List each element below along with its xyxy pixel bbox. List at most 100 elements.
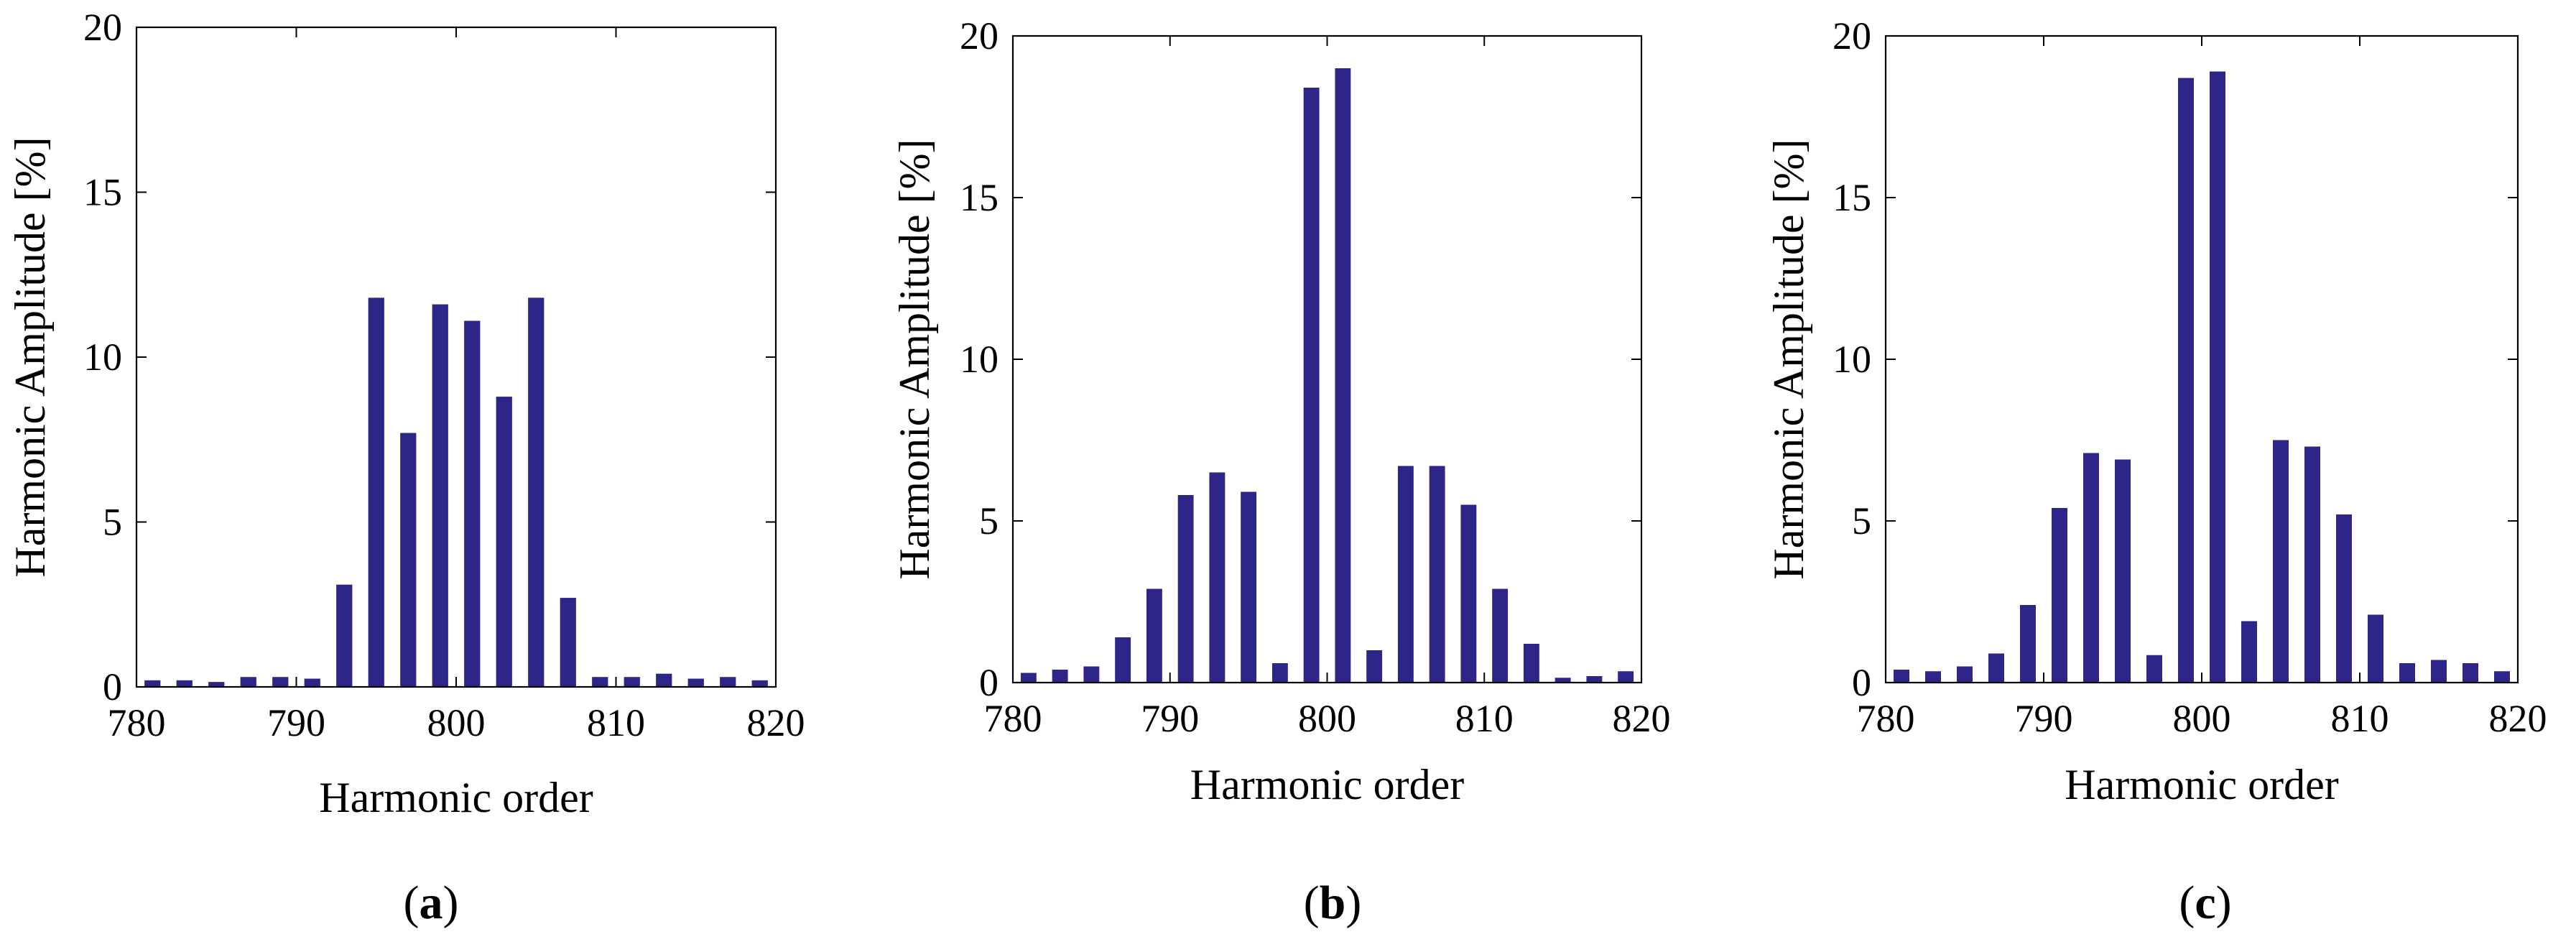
- bar-783: [1925, 671, 1941, 683]
- bar-787: [1988, 653, 2004, 683]
- bar-795: [2115, 459, 2131, 683]
- plot-frame: [1011, 34, 1643, 684]
- bar-785: [208, 682, 225, 687]
- bar-819: [2494, 671, 2510, 683]
- bar-787: [1115, 637, 1131, 683]
- caption-letter: b: [1320, 877, 1346, 929]
- bar-803: [496, 397, 512, 687]
- bar-811: [624, 677, 640, 687]
- bar-809: [1460, 504, 1477, 683]
- bar-781: [1894, 670, 1909, 683]
- y-axis-label: Harmonic Amplitude [%]: [891, 139, 938, 579]
- caption-letter: a: [420, 877, 443, 929]
- bar-813: [2399, 663, 2415, 683]
- x-tick-label: 810: [587, 701, 645, 744]
- panel-caption: (c): [2179, 877, 2231, 929]
- bar-789: [2020, 605, 2036, 683]
- x-tick-label: 790: [1141, 697, 1199, 740]
- chart-panel-b: 780 790 800 810 820 0 5 10 15 20 Harmonic order Har…: [891, 14, 1671, 929]
- panel-caption: (a): [404, 877, 459, 929]
- y-tick-label: 15: [960, 176, 999, 219]
- bar-789: [1146, 588, 1162, 683]
- bar-797: [400, 433, 417, 687]
- caption-close-paren: ): [443, 877, 459, 929]
- bar-811: [1492, 588, 1509, 683]
- y-tick-label: 0: [979, 661, 999, 704]
- x-tick-label: 810: [2331, 697, 2389, 740]
- x-tick-label: 800: [2173, 697, 2231, 740]
- caption-close-paren: ): [1345, 877, 1361, 929]
- bar-819: [751, 680, 768, 687]
- bar-791: [304, 678, 320, 687]
- y-tick-label: 20: [1833, 14, 1871, 57]
- caption-open-paren: (: [2179, 877, 2195, 929]
- bar-795: [1241, 491, 1257, 683]
- bar-799: [2178, 78, 2194, 683]
- x-tick-label: 780: [1857, 697, 1915, 740]
- bar-793: [2083, 453, 2099, 683]
- chart-panel-c: 780 790 800 810 820 0 5 10 15 20 Harmonic order Har…: [1765, 14, 2547, 929]
- y-axis-label: Harmonic Amplitude [%]: [1765, 139, 1812, 579]
- bar-793: [336, 584, 353, 687]
- bar-801: [2210, 71, 2225, 683]
- y-tick-label: 10: [1833, 338, 1871, 381]
- y-tick-label: 15: [83, 171, 122, 214]
- bar-809: [592, 677, 608, 687]
- bar-787: [240, 677, 256, 687]
- bar-791: [2052, 508, 2067, 683]
- bar-791: [1177, 495, 1194, 683]
- bar-813: [1523, 644, 1539, 683]
- y-tick-label: 15: [1833, 176, 1871, 219]
- bar-783: [176, 680, 193, 687]
- bar-795: [368, 297, 384, 687]
- caption-letter: c: [2195, 877, 2215, 929]
- y-axis-label: Harmonic Amplitude [%]: [6, 137, 54, 577]
- x-tick-label: 800: [1298, 697, 1356, 740]
- x-axis-label: Harmonic order: [1190, 761, 1465, 808]
- bar-789: [272, 677, 289, 687]
- bar-781: [144, 680, 161, 687]
- bar-785: [1957, 666, 1973, 683]
- bar-809: [2336, 514, 2352, 683]
- bar-817: [2463, 663, 2478, 683]
- y-tick-label: 10: [83, 336, 122, 379]
- y-tick-label: 20: [83, 6, 122, 49]
- bar-819: [1618, 671, 1634, 683]
- bar-781: [1020, 673, 1037, 683]
- y-tick-label: 5: [1852, 499, 1871, 542]
- y-tick-label: 5: [979, 499, 999, 542]
- bar-785: [1083, 666, 1100, 683]
- x-tick-label: 780: [108, 701, 166, 744]
- x-tick-label: 800: [427, 701, 486, 744]
- panel-caption: (b): [1304, 877, 1362, 929]
- x-tick-label: 790: [2015, 697, 2073, 740]
- bar-815: [1555, 678, 1571, 683]
- x-tick-label: 820: [1613, 697, 1671, 740]
- chart-panel-a: 780 790 800 810 820 0 5 10 15 20 Harmonic order Har…: [6, 6, 805, 929]
- y-tick-label: 20: [960, 14, 999, 57]
- bar-797: [2146, 655, 2162, 683]
- bar-817: [720, 677, 736, 687]
- x-axis-label: Harmonic order: [319, 774, 593, 821]
- bar-811: [2368, 614, 2383, 683]
- bar-807: [560, 598, 576, 687]
- caption-open-paren: (: [404, 877, 420, 929]
- x-tick-label: 780: [984, 697, 1042, 740]
- bar-783: [1052, 670, 1068, 683]
- bar-801: [464, 320, 481, 687]
- caption-close-paren: ): [2216, 877, 2232, 929]
- bar-817: [1586, 676, 1603, 683]
- bar-799: [432, 304, 448, 687]
- bar-807: [1429, 466, 1445, 683]
- bar-803: [2241, 621, 2257, 683]
- plot-frame: [135, 26, 777, 688]
- plot-frame: [1884, 34, 2519, 684]
- caption-open-paren: (: [1304, 877, 1320, 929]
- bar-805: [2273, 440, 2289, 683]
- x-tick-label: 820: [747, 701, 805, 744]
- y-tick-label: 10: [960, 338, 999, 381]
- bar-807: [2304, 446, 2320, 683]
- bar-805: [1397, 466, 1414, 683]
- bar-803: [1366, 650, 1383, 683]
